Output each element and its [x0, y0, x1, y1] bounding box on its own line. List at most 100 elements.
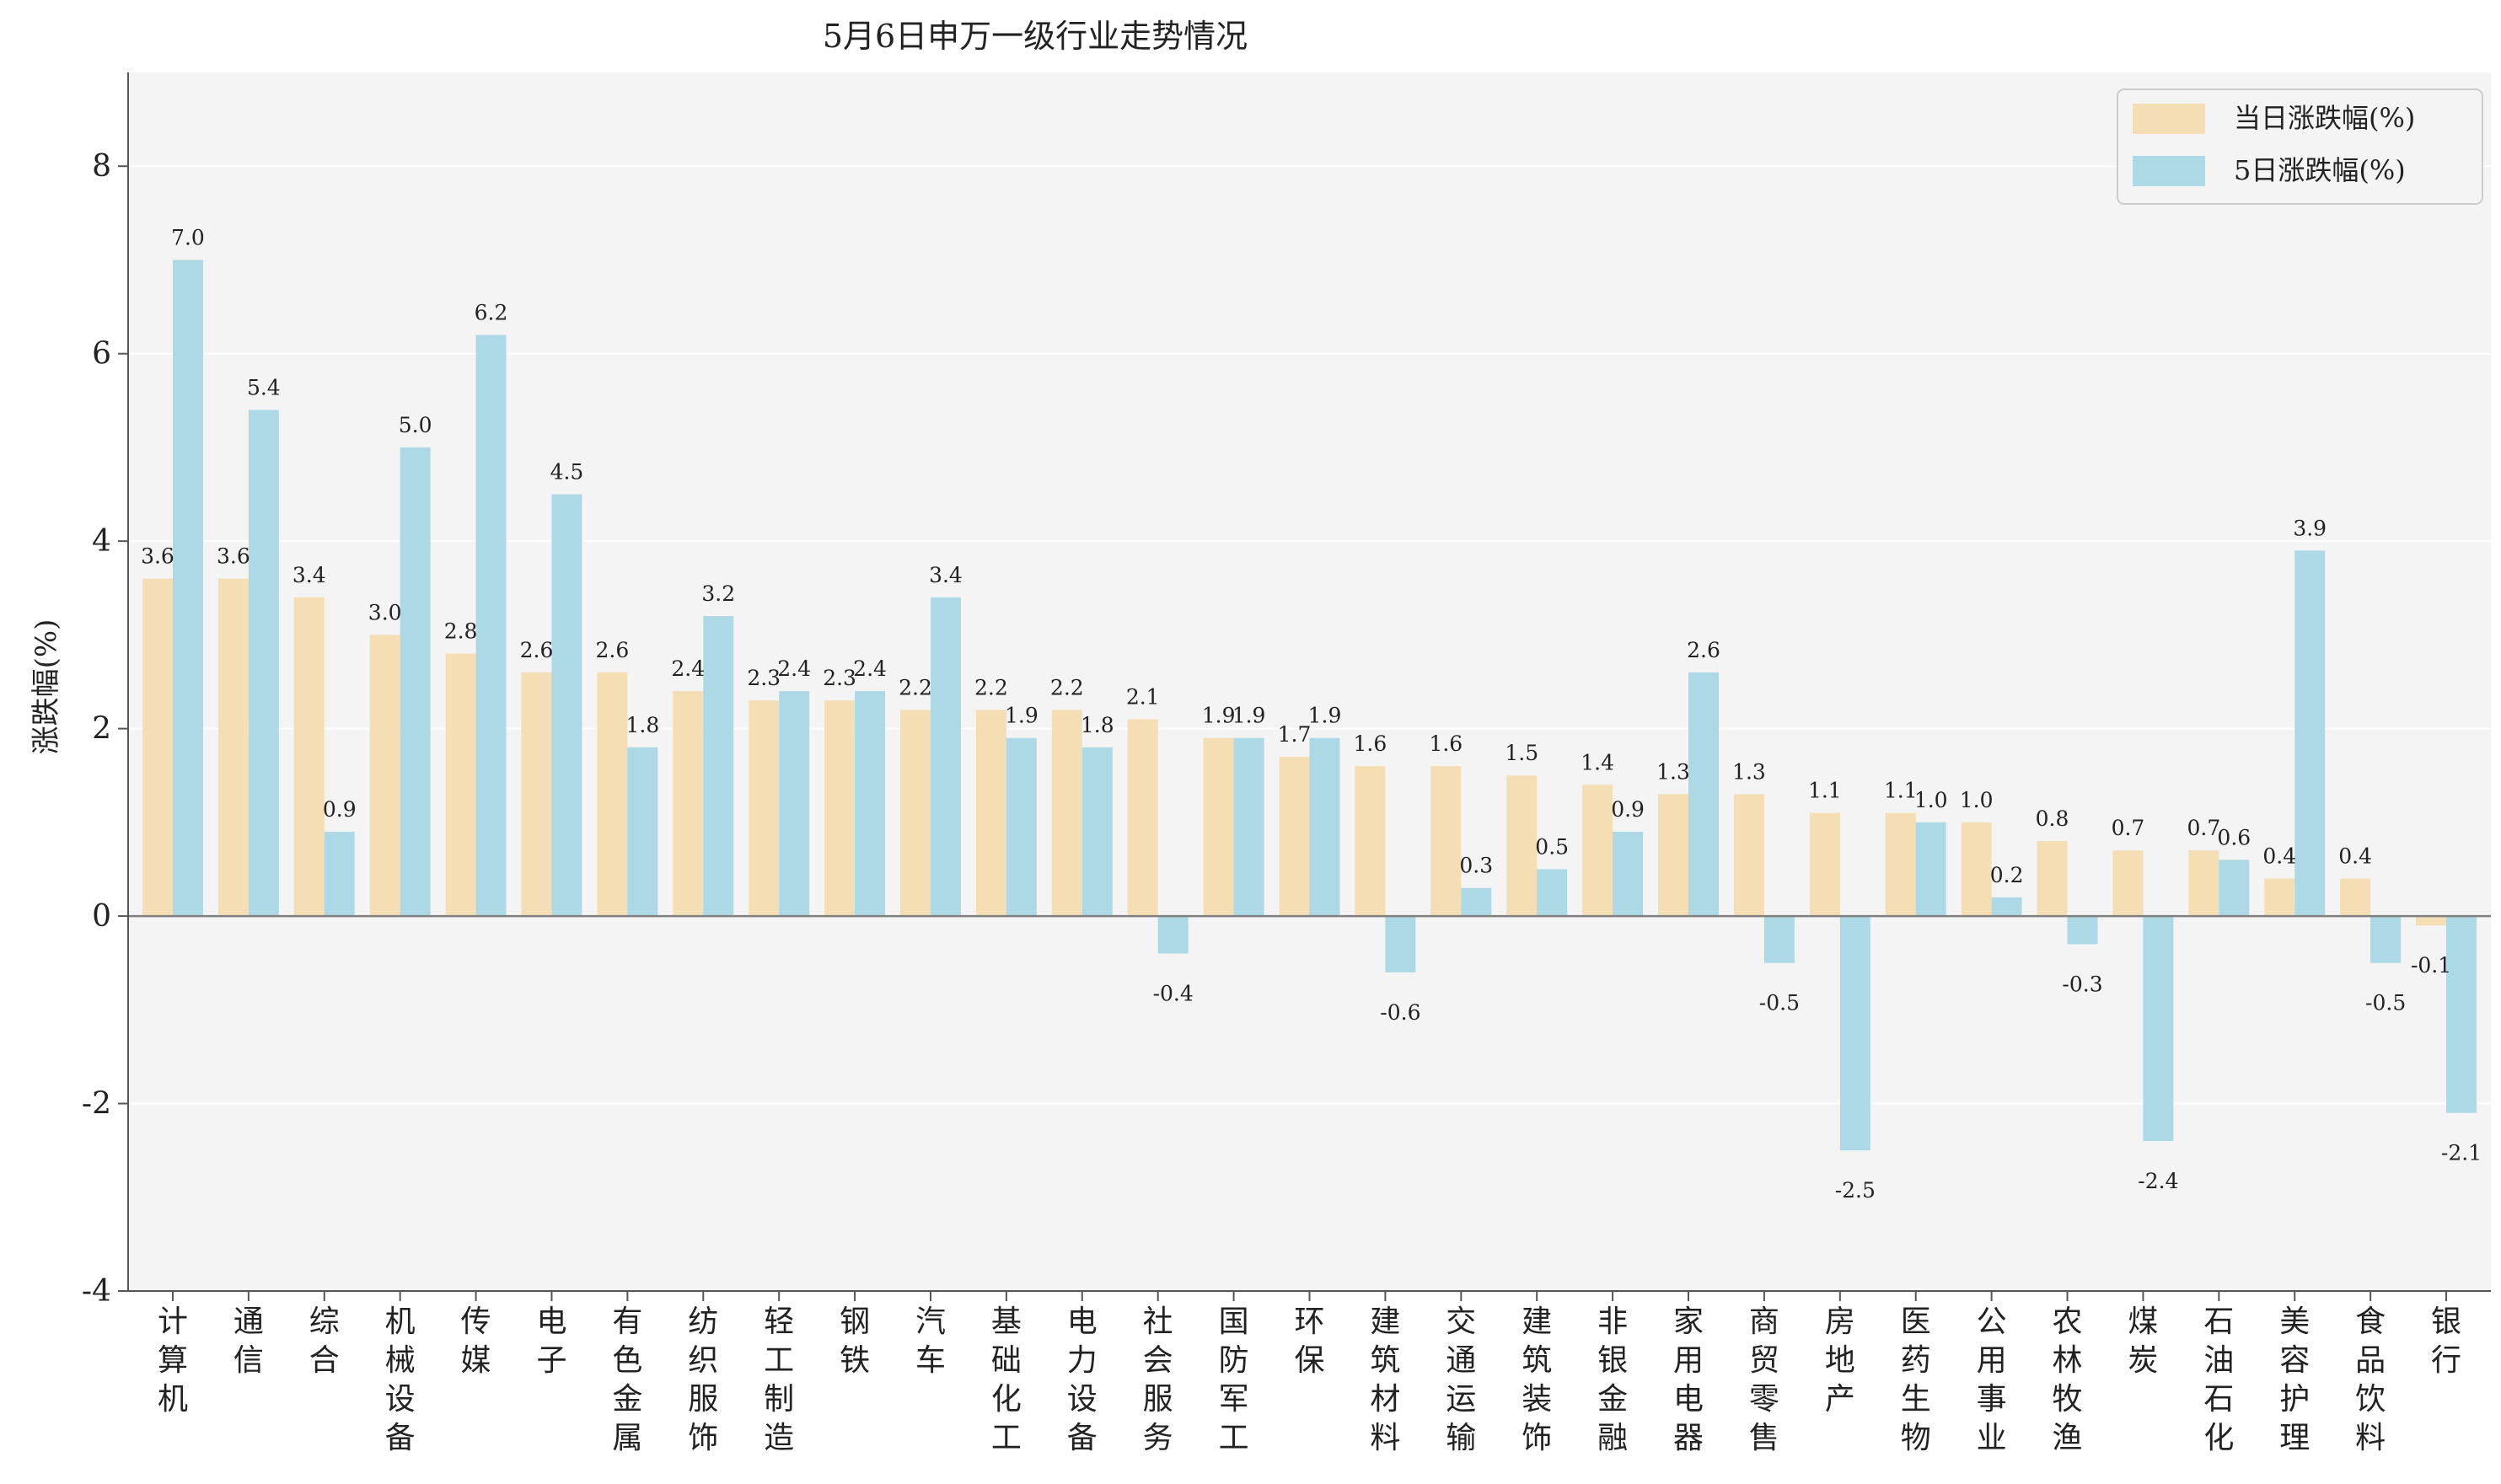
bar-5day: [2446, 916, 2477, 1113]
value-label-daily: 1.1: [1808, 779, 1842, 803]
bar-5day: [1537, 869, 1568, 917]
x-tick-label: 建筑材料: [1370, 1305, 1400, 1455]
value-label-5day: 1.0: [1914, 788, 1948, 812]
y-tick-label: 4: [92, 524, 111, 559]
value-label-daily: 1.9: [1202, 704, 1236, 728]
bar-daily: [217, 578, 249, 917]
bar-daily: [1885, 812, 1916, 917]
value-label-5day: 4.5: [550, 460, 584, 485]
value-label-daily: 2.2: [1050, 675, 1084, 699]
bar-5day: [2294, 550, 2326, 917]
x-tick-label: 交通运输: [1446, 1305, 1476, 1455]
x-tick-label: 环保: [1294, 1305, 1324, 1378]
value-label-5day: 0.6: [2217, 825, 2251, 849]
bar-5day: [172, 260, 203, 917]
bar-5day: [779, 691, 810, 917]
bar-5day: [930, 597, 961, 917]
value-label-5day: 1.9: [1232, 704, 1266, 728]
bar-daily: [673, 691, 704, 917]
value-label-5day: 0.9: [323, 797, 357, 822]
value-label-5day: -0.5: [1759, 991, 1800, 1015]
bar-5day: [1233, 737, 1264, 917]
bar-daily: [2340, 878, 2371, 917]
x-tick-label: 汽车: [915, 1305, 946, 1378]
bar-daily: [1279, 756, 1310, 917]
value-label-daily: 1.3: [1656, 759, 1690, 784]
x-tick-label: 通信: [233, 1305, 264, 1378]
bar-daily: [900, 710, 931, 917]
x-tick-label: 社会服务: [1143, 1305, 1173, 1455]
value-label-5day: 7.0: [171, 225, 205, 249]
value-label-5day: -0.3: [2062, 972, 2102, 996]
bar-daily: [521, 672, 552, 917]
value-label-daily: 2.6: [520, 638, 554, 662]
value-label-5day: -0.5: [2365, 991, 2406, 1015]
value-label-daily: 3.6: [217, 544, 250, 569]
value-label-daily: 2.4: [671, 656, 705, 681]
bar-5day: [703, 616, 734, 917]
bar-daily: [1582, 785, 1613, 917]
value-label-daily: 2.3: [823, 666, 856, 690]
x-tick-label: 钢铁: [840, 1305, 870, 1378]
x-tick-label: 综合: [309, 1305, 340, 1378]
x-tick-label: 农林牧渔: [2053, 1305, 2083, 1455]
value-label-daily: 1.5: [1505, 741, 1538, 765]
x-tick-label: 美容护理: [2279, 1305, 2310, 1455]
value-label-5day: 1.9: [1005, 704, 1039, 728]
bar-daily: [1506, 775, 1538, 917]
value-label-daily: 2.2: [974, 675, 1008, 699]
bar-5day: [1991, 897, 2022, 917]
x-tick-label: 公用事业: [1977, 1305, 2007, 1455]
bar-5day: [324, 831, 355, 917]
bar-5day: [2219, 860, 2250, 917]
value-label-daily: 1.6: [1429, 731, 1462, 756]
value-label-5day: 1.8: [625, 713, 659, 737]
bar-daily: [1733, 794, 1764, 917]
bar-daily: [1203, 737, 1234, 917]
value-label-5day: 3.9: [2293, 516, 2327, 540]
value-label-5day: 2.6: [1687, 638, 1720, 662]
bar-5day: [1157, 916, 1189, 954]
bar-5day: [400, 447, 431, 917]
bar-5day: [1688, 672, 1719, 917]
bar-daily: [749, 700, 780, 917]
bar-daily: [293, 597, 325, 917]
x-tick-label: 家用电器: [1673, 1305, 1704, 1455]
value-label-daily: 2.6: [596, 638, 630, 662]
bar-daily: [142, 578, 173, 917]
y-tick-label: 0: [92, 899, 111, 934]
bar-daily: [1658, 794, 1689, 917]
y-axis-ticks: -4 -2 0 2 4 6 8: [82, 149, 128, 1309]
value-label-5day: -2.5: [1835, 1178, 1876, 1203]
bar-daily: [1430, 766, 1462, 917]
value-label-5day: 2.4: [777, 656, 811, 681]
bar-daily: [369, 635, 400, 917]
value-label-5day: 2.4: [853, 656, 887, 681]
bar-5day: [1385, 916, 1416, 972]
x-tick-label: 传媒: [461, 1305, 491, 1378]
bar-5day: [1461, 887, 1492, 917]
y-tick-label: 6: [92, 337, 111, 372]
x-tick-label: 医药生物: [1901, 1305, 1931, 1455]
value-label-5day: 5.0: [399, 413, 432, 437]
x-tick-label: 计算机: [158, 1305, 188, 1417]
bar-daily: [1051, 710, 1082, 917]
bar-5day: [627, 747, 658, 917]
bar-5day: [248, 410, 279, 917]
x-tick-label: 建筑装饰: [1522, 1305, 1552, 1455]
y-tick-label: -2: [82, 1087, 111, 1122]
x-tick-label: 银行: [2431, 1305, 2461, 1378]
value-label-daily: -0.1: [2411, 953, 2451, 978]
x-tick-label: 食品饮料: [2355, 1305, 2386, 1455]
x-tick-label: 国防军工: [1219, 1305, 1249, 1455]
value-label-daily: 0.7: [2187, 816, 2220, 840]
y-tick-label: 2: [92, 712, 111, 747]
bar-daily: [597, 672, 628, 917]
y-tick-label: 8: [92, 149, 111, 184]
value-label-daily: 1.6: [1354, 731, 1387, 756]
bar-daily: [2188, 850, 2219, 917]
value-label-daily: 1.4: [1581, 750, 1614, 774]
x-tick-label: 煤炭: [2128, 1305, 2158, 1378]
bar-5day: [1915, 822, 1946, 917]
